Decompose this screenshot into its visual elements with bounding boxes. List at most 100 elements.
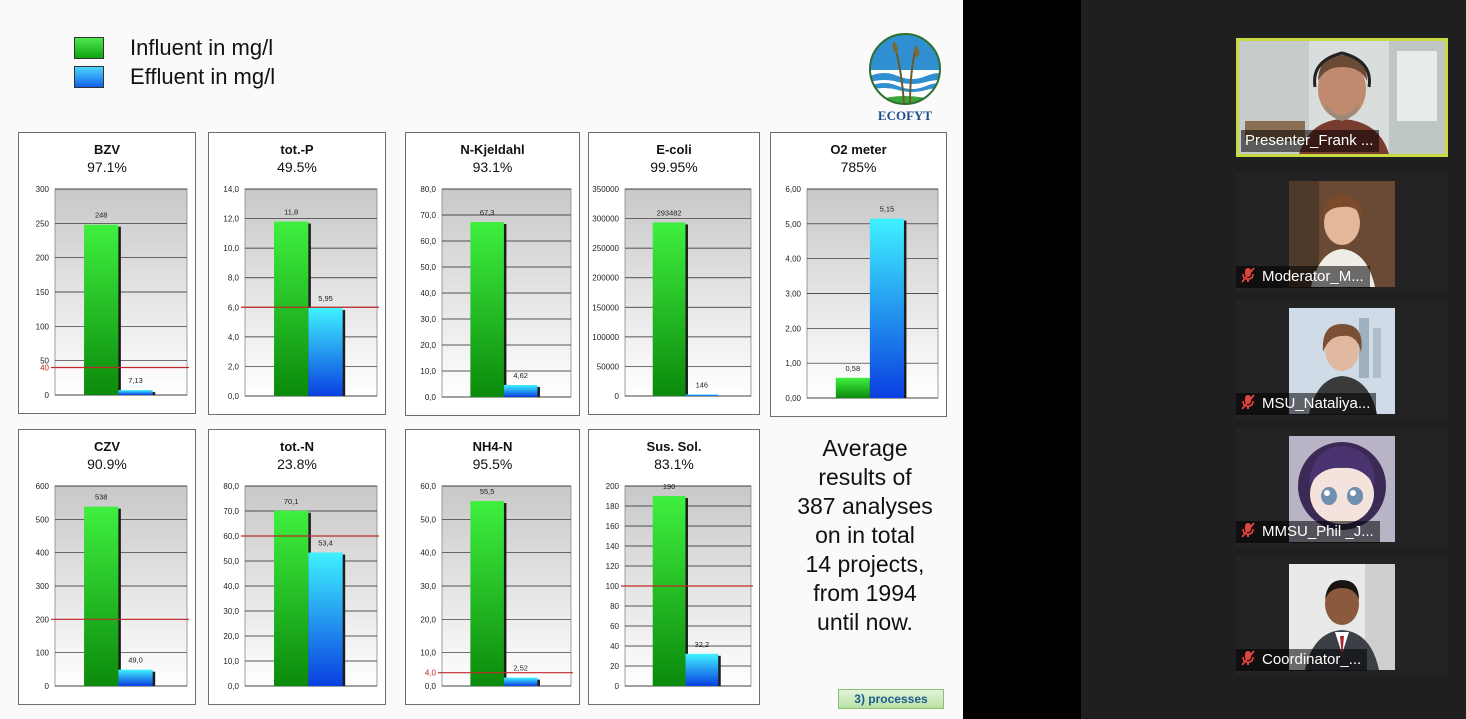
effluent-bar-value-label: 7,13 bbox=[128, 376, 143, 385]
chart-title: N-Kjeldahl bbox=[460, 142, 525, 157]
chart-title: BZV bbox=[94, 142, 120, 157]
effluent-bar-value-label: 32,2 bbox=[695, 640, 710, 649]
influent-bar bbox=[84, 224, 119, 395]
effluent-bar bbox=[869, 218, 904, 398]
chart-panel: O2 meter 785% 6,00 5,00 4,00 3,00 2,00 1,00 0,00… bbox=[770, 132, 947, 417]
y-tick-label: 60,0 bbox=[420, 237, 436, 246]
bar-chart: 600 500 400 300 200 100 0 538 49,0 bbox=[36, 482, 189, 691]
chart-title: NH4-N bbox=[472, 439, 513, 454]
chart-reduction-percent: 90.9% bbox=[87, 456, 127, 472]
y-tick-label: 0,0 bbox=[425, 682, 437, 691]
chart-panel: tot.-P 49.5% 14,0 12,0 10,0 8,0 6,0 4,0 2,0 0,0 11… bbox=[208, 132, 386, 415]
y-tick-label: 50000 bbox=[597, 362, 620, 371]
influent-swatch bbox=[74, 37, 104, 59]
y-tick-label: 0 bbox=[615, 392, 620, 401]
limit-label: 4,0 bbox=[425, 669, 437, 678]
y-tick-label: 6,00 bbox=[785, 185, 801, 194]
y-tick-label: 0,0 bbox=[228, 392, 240, 401]
effluent-bar-value-label: 5,95 bbox=[318, 294, 333, 303]
bar-chart: 60,0 50,0 40,0 30,0 20,0 10,0 0,0 55,5 2,52 4,0 bbox=[420, 482, 573, 691]
muted-mic-icon bbox=[1240, 267, 1256, 283]
muted-mic-icon bbox=[1240, 650, 1256, 666]
participant-tile[interactable]: Coordinator_... bbox=[1236, 556, 1448, 675]
chart-reduction-percent: 93.1% bbox=[472, 159, 513, 175]
influent-bar bbox=[274, 221, 309, 396]
y-tick-label: 8,0 bbox=[228, 274, 240, 283]
y-tick-label: 0 bbox=[45, 682, 50, 691]
bar-chart: 80,0 70,0 60,0 50,0 40,0 30,0 20,0 10,0 0,0 70,1 5… bbox=[223, 482, 379, 691]
y-tick-label: 70,0 bbox=[223, 507, 239, 516]
bar-chart: 6,00 5,00 4,00 3,00 2,00 1,00 0,00 0,58 5,15 bbox=[785, 185, 939, 403]
chart-title: tot.-P bbox=[280, 142, 314, 157]
y-tick-label: 100000 bbox=[592, 333, 619, 342]
participant-name-text: MSU_Nataliya... bbox=[1262, 395, 1371, 412]
ecofyt-logo: ECOFYT bbox=[864, 32, 946, 124]
bar-chart: 350000 300000 250000 200000 150000 100000 5000… bbox=[592, 185, 752, 401]
y-tick-label: 14,0 bbox=[223, 185, 239, 194]
influent-bar-value-label: 55,5 bbox=[480, 487, 495, 496]
y-tick-label: 10,0 bbox=[420, 649, 436, 658]
y-tick-label: 200 bbox=[36, 615, 50, 624]
presentation-slide: Influent in mg/l Effluent in mg/l bbox=[0, 0, 963, 719]
legend-influent-label: Influent in mg/l bbox=[130, 35, 274, 60]
chart-title: Sus. Sol. bbox=[646, 439, 702, 454]
effluent-bar-value-label: 5,15 bbox=[880, 205, 895, 214]
effluent-bar-value-label: 53,4 bbox=[318, 539, 333, 548]
y-tick-label: 30,0 bbox=[420, 315, 436, 324]
y-tick-label: 350000 bbox=[592, 185, 619, 194]
y-tick-label: 50,0 bbox=[420, 263, 436, 272]
legend-effluent-label: Effluent in mg/l bbox=[130, 64, 276, 89]
y-tick-label: 40,0 bbox=[420, 289, 436, 298]
participant-tile[interactable]: MSU_Nataliya... bbox=[1236, 300, 1448, 419]
influent-bar-value-label: 0,58 bbox=[846, 364, 861, 373]
chart-reduction-percent: 23.8% bbox=[277, 456, 317, 472]
y-tick-label: 300 bbox=[36, 582, 50, 591]
effluent-bar bbox=[308, 552, 343, 686]
participant-name: Coordinator_... bbox=[1236, 649, 1368, 671]
influent-bar-value-label: 190 bbox=[663, 482, 676, 491]
y-tick-label: 60,0 bbox=[223, 532, 239, 541]
y-tick-label: 5,00 bbox=[785, 220, 801, 229]
y-tick-label: 10,0 bbox=[420, 367, 436, 376]
effluent-bar bbox=[118, 669, 153, 686]
y-tick-label: 10,0 bbox=[223, 657, 239, 666]
y-tick-label: 2,0 bbox=[228, 362, 240, 371]
y-tick-label: 300 bbox=[36, 185, 50, 194]
y-tick-label: 50,0 bbox=[223, 557, 239, 566]
y-tick-label: 250 bbox=[36, 219, 50, 228]
effluent-bar-value-label: 4,62 bbox=[513, 371, 528, 380]
bar-chart: 300 250 200 150 100 50 0 248 7,13 40 bbox=[36, 185, 189, 400]
y-tick-label: 60 bbox=[610, 622, 619, 631]
influent-bar bbox=[835, 377, 870, 398]
y-tick-label: 200 bbox=[36, 254, 50, 263]
participant-name: MMSU_Phil _J... bbox=[1236, 521, 1380, 543]
y-tick-label: 20,0 bbox=[420, 341, 436, 350]
participant-tile-presenter[interactable]: Presenter_Frank ... bbox=[1236, 38, 1448, 157]
participant-tile[interactable]: Moderator_M... bbox=[1236, 173, 1448, 292]
summary-line: from 1994 bbox=[813, 580, 917, 606]
y-tick-label: 3,00 bbox=[785, 290, 801, 299]
y-tick-label: 80 bbox=[610, 602, 619, 611]
muted-mic-icon bbox=[1240, 522, 1256, 538]
y-tick-label: 150000 bbox=[592, 303, 619, 312]
y-tick-label: 6,0 bbox=[228, 303, 240, 312]
y-tick-label: 300000 bbox=[592, 215, 619, 224]
bar-chart: 14,0 12,0 10,0 8,0 6,0 4,0 2,0 0,0 11,8 5,95 bbox=[223, 185, 379, 401]
chart-panel: CZV 90.9% 600 500 400 300 200 100 0 538 49,0 bbox=[18, 429, 196, 705]
influent-bar bbox=[274, 510, 309, 686]
effluent-bar-value-label: 2,52 bbox=[513, 664, 528, 673]
influent-bar bbox=[652, 496, 686, 686]
participant-tile[interactable]: MMSU_Phil _J... bbox=[1236, 428, 1448, 547]
y-tick-label: 0,00 bbox=[785, 394, 801, 403]
chart-reduction-percent: 49.5% bbox=[277, 159, 317, 175]
processes-button[interactable]: 3) processes bbox=[838, 689, 944, 709]
chart-panel: NH4-N 95.5% 60,0 50,0 40,0 30,0 20,0 10,0 0,0 55,… bbox=[405, 429, 580, 705]
y-tick-label: 4,0 bbox=[228, 333, 240, 342]
limit-label: 40 bbox=[40, 364, 49, 373]
y-tick-label: 60,0 bbox=[420, 482, 436, 491]
y-tick-label: 40,0 bbox=[223, 582, 239, 591]
y-tick-label: 100 bbox=[606, 582, 620, 591]
muted-mic-icon bbox=[1240, 394, 1256, 410]
effluent-bar bbox=[503, 384, 538, 397]
summary-line: results of bbox=[818, 464, 912, 490]
